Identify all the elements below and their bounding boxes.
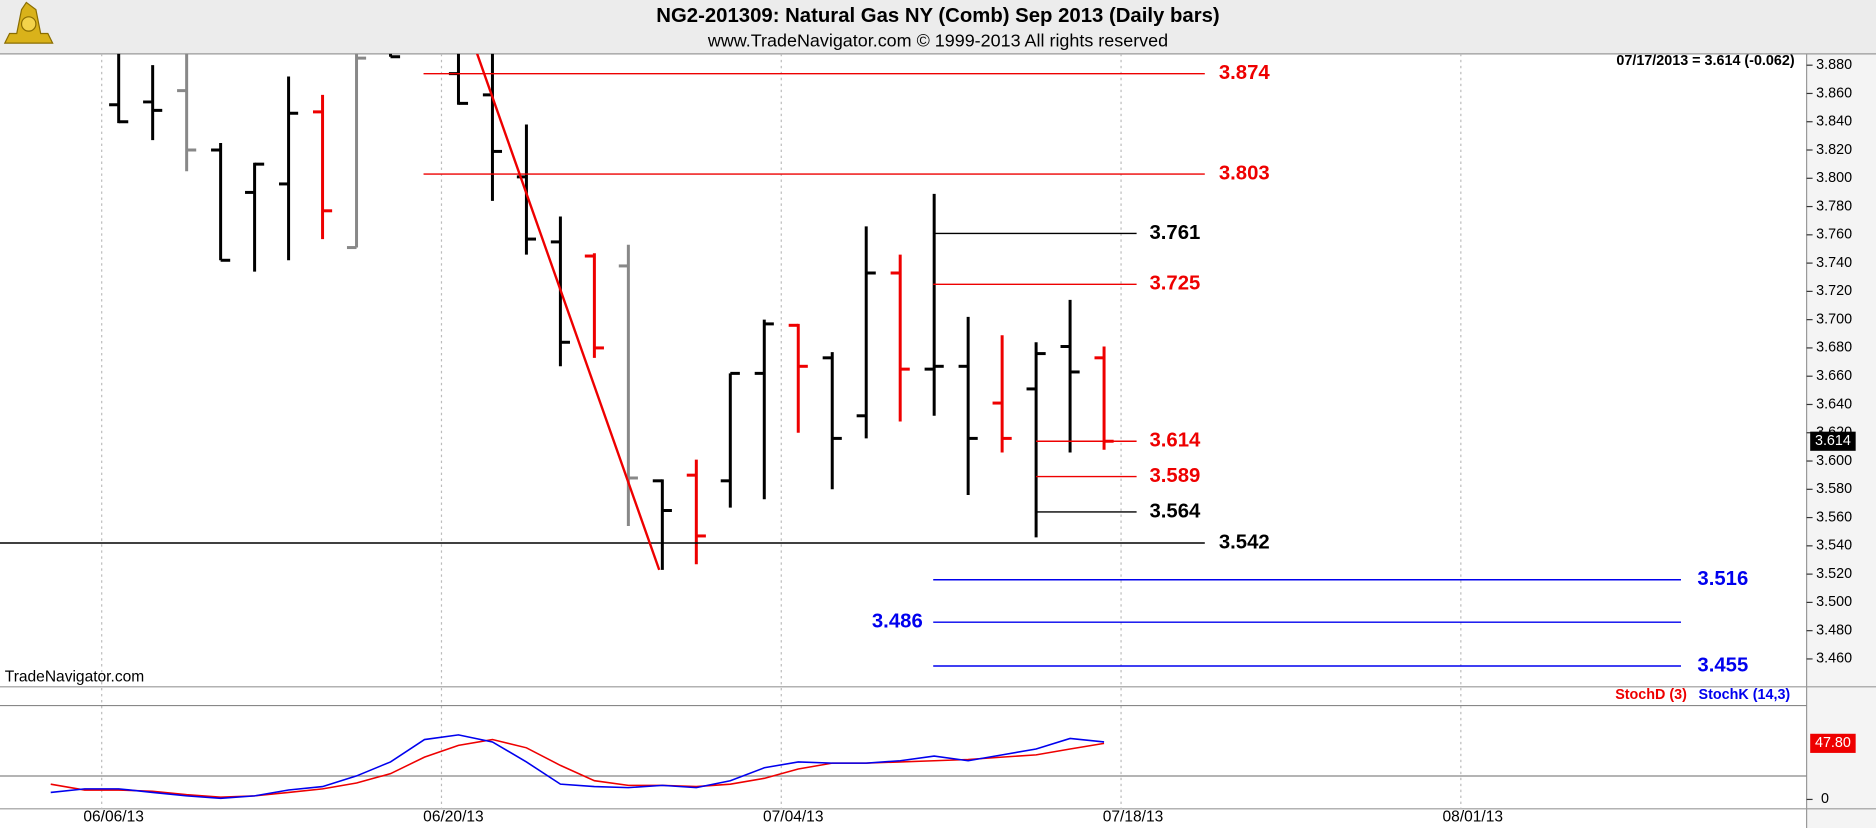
level-label: 3.455 [1697,654,1748,676]
level-label: 3.589 [1149,465,1200,487]
x-tick-label: 07/18/13 [1103,808,1164,825]
y-tick-label: 3.740 [1816,255,1852,271]
legend-entry: StochD (3) [1615,687,1687,703]
level-label: 3.564 [1149,500,1201,522]
level-label: 3.725 [1149,273,1200,295]
y-tick-label: 3.540 [1816,538,1852,554]
last-value-box [1810,733,1856,753]
y-tick-label: 3.760 [1816,227,1852,243]
y-tick-label: 3.820 [1816,142,1852,158]
level-label: 3.874 [1219,62,1271,84]
y-tick-label: 3.500 [1816,594,1852,610]
y-tick-label: 3.840 [1816,114,1852,130]
last-price-box [1810,431,1856,451]
legend-entry: StochK (14,3) [1699,687,1791,703]
y-tick-label: 3.700 [1816,311,1852,327]
level-label: 3.761 [1149,222,1200,244]
level-label: 3.486 [872,611,923,633]
last-info: 07/17/2013 = 3.614 (-0.062) [1616,53,1794,69]
chart-subtitle: www.TradeNavigator.com © 1999-2013 All r… [707,31,1168,51]
x-tick-label: 06/20/13 [423,808,484,825]
price-plot [0,53,1681,667]
y-tick-label: 3.720 [1816,283,1852,299]
trend-line [475,53,661,571]
header-band [0,0,1876,54]
y-tick-label: 3.880 [1816,57,1852,73]
stoch-line [50,734,1105,800]
y-tick-label: 0 [1821,791,1829,807]
y-tick-label: 3.460 [1816,651,1852,667]
level-label: 3.542 [1219,531,1270,553]
x-tick-label: 07/04/13 [763,808,824,825]
plot-background [0,53,1807,828]
stoch-line [50,738,1105,798]
last-price-label: 3.614 [1815,433,1851,449]
y-tick-label: 3.580 [1816,481,1852,497]
x-tick-label: 08/01/13 [1443,808,1504,825]
y-tick-label: 3.640 [1816,396,1852,412]
logo [3,1,54,44]
level-label: 3.614 [1149,430,1201,452]
y-tick-label: 3.480 [1816,622,1852,638]
y-tick-label: 3.860 [1816,85,1852,101]
y-tick-label: 3.600 [1816,453,1852,469]
last-value-label: 47.80 [1815,735,1851,751]
y-tick-label: 3.800 [1816,170,1852,186]
level-label: 3.803 [1219,162,1270,184]
y-tick-label: 3.560 [1816,509,1852,525]
x-tick-label: 06/06/13 [83,808,144,825]
chart-title: NG2-201309: Natural Gas NY (Comb) Sep 20… [656,5,1219,27]
y-tick-label: 3.520 [1816,566,1852,582]
y-tick-label: 3.680 [1816,340,1852,356]
level-label: 3.516 [1697,568,1748,590]
watermark: TradeNavigator.com [5,668,144,685]
y-tick-label: 3.780 [1816,198,1852,214]
y-tick-label: 3.660 [1816,368,1852,384]
